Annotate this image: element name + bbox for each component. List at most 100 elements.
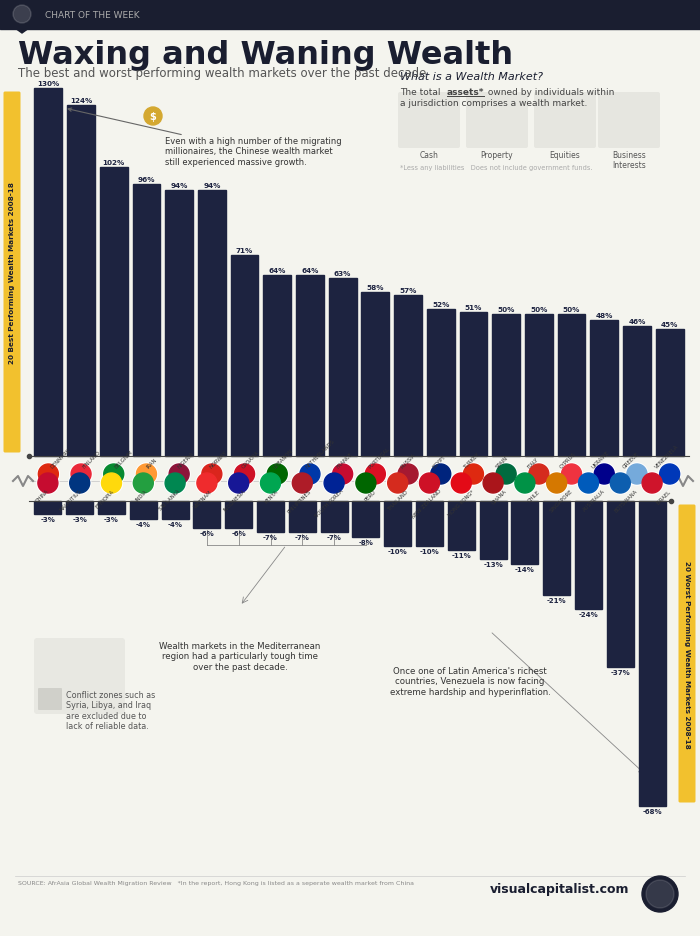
Circle shape xyxy=(196,473,218,494)
Text: -3%: -3% xyxy=(41,517,55,523)
Circle shape xyxy=(260,474,281,493)
Circle shape xyxy=(260,473,281,494)
Circle shape xyxy=(169,464,189,485)
Circle shape xyxy=(610,474,630,493)
Text: 48%: 48% xyxy=(596,313,613,319)
Circle shape xyxy=(419,473,440,494)
Text: 94%: 94% xyxy=(203,183,220,189)
Circle shape xyxy=(627,464,647,485)
Bar xyxy=(512,502,538,564)
Bar xyxy=(361,293,389,457)
Circle shape xyxy=(529,464,549,485)
Circle shape xyxy=(38,474,58,493)
Text: 46%: 46% xyxy=(629,318,645,325)
Circle shape xyxy=(37,463,60,486)
Circle shape xyxy=(332,464,353,485)
Circle shape xyxy=(659,464,680,485)
Bar xyxy=(296,275,324,457)
Text: -21%: -21% xyxy=(547,597,566,604)
Circle shape xyxy=(578,474,598,493)
Circle shape xyxy=(430,464,451,485)
Circle shape xyxy=(323,473,345,494)
Circle shape xyxy=(201,463,223,486)
Text: Cash: Cash xyxy=(419,151,438,160)
Text: SOUTH KOREA: SOUTH KOREA xyxy=(314,489,344,519)
Bar xyxy=(416,502,443,547)
Circle shape xyxy=(168,463,190,486)
Bar xyxy=(460,313,487,457)
Text: TURKEY: TURKEY xyxy=(463,451,482,470)
Text: SPAIN: SPAIN xyxy=(495,455,510,470)
Circle shape xyxy=(266,463,288,486)
Bar xyxy=(225,502,252,528)
Bar xyxy=(193,502,220,528)
Text: visualcapitalist.com: visualcapitalist.com xyxy=(490,882,629,895)
Circle shape xyxy=(561,464,582,485)
Text: *Less any liabilities   Does not include government funds.: *Less any liabilities Does not include g… xyxy=(400,165,592,170)
Bar xyxy=(165,191,193,457)
Bar xyxy=(656,329,683,457)
Text: EGYPT: EGYPT xyxy=(431,454,447,470)
Text: NORWAY: NORWAY xyxy=(209,450,228,470)
Text: BOTSWANA: BOTSWANA xyxy=(614,489,639,513)
Bar xyxy=(0,0,700,30)
Circle shape xyxy=(496,464,516,485)
Text: LEBANON: LEBANON xyxy=(272,448,294,470)
Bar xyxy=(98,502,125,515)
Text: Waxing and Waning Wealth: Waxing and Waning Wealth xyxy=(18,40,513,71)
Text: HONG KONG*: HONG KONG* xyxy=(447,489,475,517)
Text: 51%: 51% xyxy=(465,304,482,311)
Text: 94%: 94% xyxy=(171,183,188,189)
Text: What is a Wealth Market?: What is a Wealth Market? xyxy=(400,72,543,82)
Circle shape xyxy=(388,474,407,493)
Text: 64%: 64% xyxy=(301,268,318,273)
Text: FINLAND: FINLAND xyxy=(82,450,102,470)
Circle shape xyxy=(642,474,662,493)
Circle shape xyxy=(69,473,91,494)
Text: 63%: 63% xyxy=(334,271,351,276)
Circle shape xyxy=(397,463,419,486)
Text: DENMARK: DENMARK xyxy=(50,447,72,470)
Text: -3%: -3% xyxy=(104,517,119,523)
Text: -6%: -6% xyxy=(199,531,214,536)
Bar xyxy=(67,106,95,457)
Text: SRI LANKA: SRI LANKA xyxy=(158,489,181,511)
Text: PORTUGAL: PORTUGAL xyxy=(368,446,391,470)
Text: 58%: 58% xyxy=(367,285,384,290)
Circle shape xyxy=(293,474,312,493)
Circle shape xyxy=(641,473,663,494)
Circle shape xyxy=(300,464,320,485)
Text: CHILE: CHILE xyxy=(526,489,541,503)
Text: CHART OF THE WEEK: CHART OF THE WEEK xyxy=(45,10,139,20)
Text: ITALY: ITALY xyxy=(527,457,540,470)
Bar xyxy=(132,185,160,457)
Bar xyxy=(352,502,379,537)
Circle shape xyxy=(561,463,582,486)
Circle shape xyxy=(133,474,153,493)
Circle shape xyxy=(482,473,504,494)
Bar xyxy=(427,310,454,457)
Text: 50%: 50% xyxy=(563,307,580,314)
Circle shape xyxy=(136,463,158,486)
Text: -7%: -7% xyxy=(263,534,278,541)
Text: AUSTRALIA: AUSTRALIA xyxy=(582,489,606,513)
Circle shape xyxy=(495,463,517,486)
Circle shape xyxy=(38,464,58,485)
Bar xyxy=(162,502,188,519)
Text: INDONESIA: INDONESIA xyxy=(223,489,246,513)
Text: Wealth markets in the Mediterranean
region had a particularly tough time
over th: Wealth markets in the Mediterranean regi… xyxy=(160,641,321,671)
Text: -37%: -37% xyxy=(610,669,630,675)
Text: UKRAINE: UKRAINE xyxy=(591,450,610,470)
Bar xyxy=(198,191,225,457)
Text: 130%: 130% xyxy=(37,80,60,87)
Text: Even with a high number of the migrating
millionaires, the Chinese wealth market: Even with a high number of the migrating… xyxy=(68,109,342,167)
Circle shape xyxy=(132,473,154,494)
Circle shape xyxy=(228,473,250,494)
FancyBboxPatch shape xyxy=(38,688,62,710)
Circle shape xyxy=(452,474,471,493)
Text: -10%: -10% xyxy=(388,548,407,554)
Text: -68%: -68% xyxy=(643,808,662,814)
Text: Property: Property xyxy=(481,151,513,160)
Bar xyxy=(66,502,93,515)
Circle shape xyxy=(229,474,248,493)
